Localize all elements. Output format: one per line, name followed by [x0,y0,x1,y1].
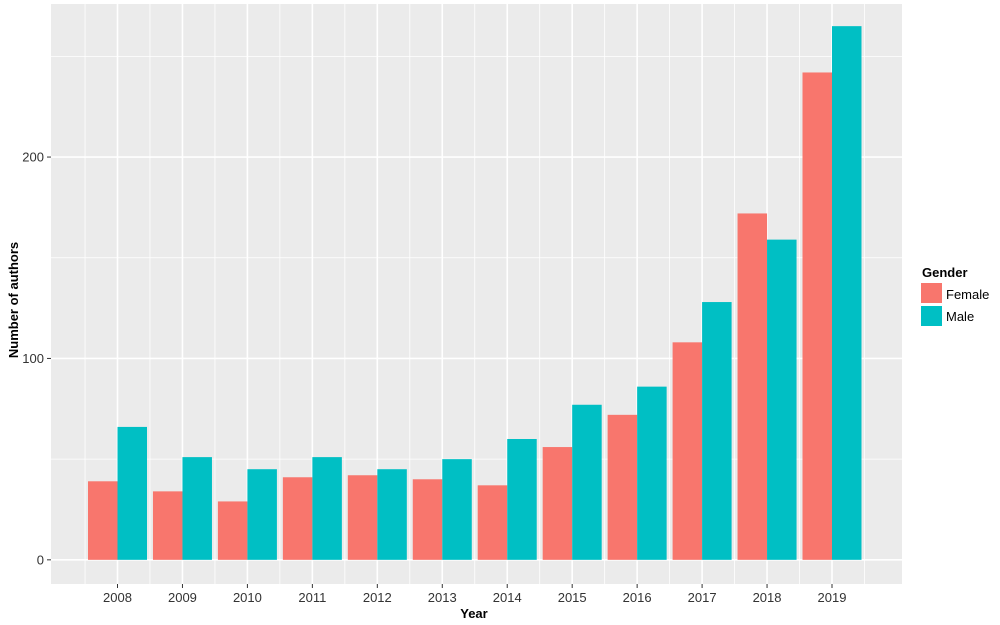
bar-female-2018 [737,213,768,560]
legend-key-male [921,306,942,326]
bar-male-2009 [182,457,212,560]
bar-female-2010 [217,501,248,560]
axis-ticks [47,156,833,588]
x-tick-label: 2009 [168,590,197,605]
x-axis-title: Year [460,606,487,621]
bar-female-2009 [152,491,183,560]
bar-male-2015 [572,404,602,560]
y-axis-title: Number of authors [6,242,21,358]
bars [88,26,862,560]
bar-female-2019 [802,72,832,560]
y-tick-label: 200 [22,150,44,165]
x-tick-label: 2016 [623,590,652,605]
bar-female-2012 [347,475,378,560]
bar-male-2018 [767,239,797,560]
bar-female-2013 [412,479,443,560]
x-tick-label: 2014 [493,590,522,605]
bar-female-2017 [672,342,703,560]
x-tick-label: 2015 [558,590,587,605]
legend-key-female [921,283,942,303]
legend-title: Gender [922,265,968,280]
bar-female-2014 [477,485,508,560]
x-tick-labels: 2008 2009 2010 2011 2012 2013 2014 2015 2016 2017… [103,590,846,605]
bar-male-2011 [312,457,342,560]
bar-male-2010 [247,469,277,560]
x-tick-label: 2010 [233,590,262,605]
x-tick-label: 2011 [298,590,326,605]
bar-male-2016 [637,386,667,560]
bar-female-2015 [542,447,573,560]
x-tick-label: 2008 [103,590,132,605]
x-tick-label: 2019 [818,590,847,605]
bar-male-2008 [117,426,147,560]
bar-female-2008 [88,481,118,560]
x-tick-label: 2013 [428,590,457,605]
bar-male-2014 [507,439,537,560]
x-tick-label: 2012 [363,590,392,605]
legend-label-male: Male [946,309,974,324]
bar-male-2013 [442,459,472,560]
y-tick-label: 100 [22,351,44,366]
legend-label-female: Female [946,287,989,302]
bar-female-2011 [282,477,313,560]
x-tick-label: 2017 [688,590,717,605]
legend: Gender Female Male [921,265,989,326]
y-tick-labels: 0 100 200 [22,150,44,568]
bar-male-2019 [832,26,862,560]
bar-male-2012 [377,469,407,560]
bar-female-2016 [607,414,638,560]
bar-male-2017 [702,302,732,560]
y-tick-label: 0 [37,552,44,567]
x-tick-label: 2018 [753,590,782,605]
